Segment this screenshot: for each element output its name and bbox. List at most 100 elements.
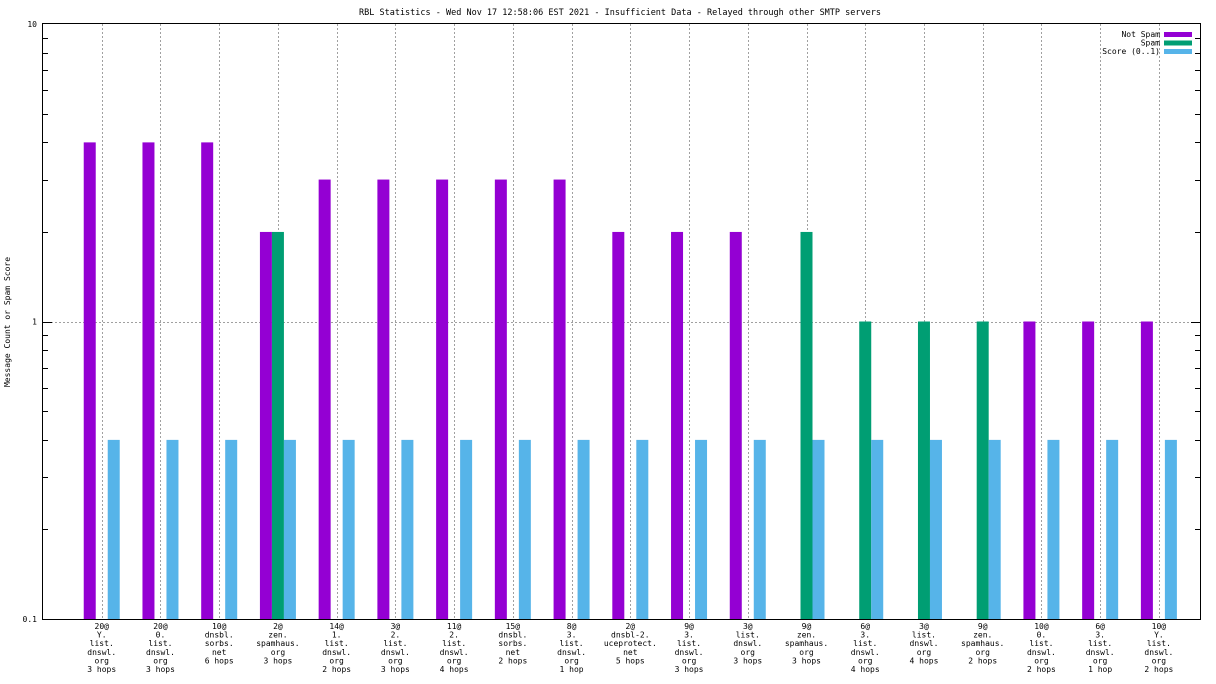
bar bbox=[612, 231, 625, 619]
legend-label: Score (0..1) bbox=[1102, 47, 1160, 56]
x-tick-label: 9@ zen. spamhaus. org 3 hops bbox=[785, 622, 828, 665]
x-tick-label-line: org bbox=[975, 648, 990, 657]
x-tick-label-line: 6 hops bbox=[205, 656, 234, 665]
bar bbox=[83, 142, 96, 619]
x-tick-label-line: list. bbox=[560, 639, 584, 648]
x-tick-label-line: dnsbl-2. bbox=[611, 631, 650, 640]
x-tick-label-line: 3. bbox=[684, 631, 694, 640]
x-tick-label-line: list. bbox=[325, 639, 349, 648]
axis-ticks bbox=[43, 38, 1200, 620]
x-tick-label-line: list. bbox=[383, 639, 407, 648]
x-tick-label-line: dnswl. bbox=[675, 648, 704, 657]
x-tick-label-line: 0. bbox=[1037, 631, 1047, 640]
x-tick-label-line: Y. bbox=[97, 631, 107, 640]
legend-swatch bbox=[1164, 40, 1192, 46]
x-tick-label-line: org bbox=[271, 648, 286, 657]
bar bbox=[871, 439, 884, 619]
bar bbox=[283, 439, 296, 619]
x-tick-label-line: Y. bbox=[1154, 631, 1164, 640]
x-tick-label-line: 8@ bbox=[567, 622, 577, 631]
bar bbox=[976, 321, 989, 619]
x-tick-label-line: dnsbl. bbox=[205, 631, 234, 640]
x-tick-label-line: dnswl. bbox=[146, 648, 175, 657]
x-tick-label-line: org bbox=[741, 648, 756, 657]
x-tick-label-line: list. bbox=[736, 631, 760, 640]
x-tick-label-line: org bbox=[153, 656, 168, 665]
x-tick-label-line: list. bbox=[1088, 639, 1112, 648]
x-tick-label-line: 2. bbox=[391, 631, 401, 640]
bar bbox=[671, 231, 684, 619]
bar bbox=[812, 439, 825, 619]
x-tick-label-line: org bbox=[95, 656, 110, 665]
x-tick-label-line: list. bbox=[912, 631, 936, 640]
x-tick-label-line: 20@ bbox=[95, 622, 110, 631]
x-tick-label: 20@ 0. list. dnswl. org 3 hops bbox=[146, 622, 175, 674]
x-tick-label: 2@ dnsbl-2. uceprotect. net 5 hops bbox=[604, 622, 657, 665]
x-tick-label-line: net bbox=[506, 648, 521, 657]
x-tick-label-line: org bbox=[1152, 656, 1167, 665]
x-tick-label: 15@ dnsbl. sorbs. net 2 hops bbox=[498, 622, 527, 665]
bar bbox=[917, 321, 930, 619]
x-tick-label-line: spamhaus. bbox=[256, 639, 299, 648]
x-tick-label-line: 5 hops bbox=[616, 656, 645, 665]
plot-frame bbox=[42, 23, 1201, 620]
x-tick-label-line: org bbox=[799, 648, 814, 657]
x-tick-label-line: dnswl. bbox=[733, 639, 762, 648]
x-tick-label: 6@ 3. list. dnswl. org 4 hops bbox=[851, 622, 880, 674]
x-tick-label-line: 3. bbox=[860, 631, 870, 640]
bar bbox=[401, 439, 414, 619]
x-tick-label-line: org bbox=[329, 656, 344, 665]
x-tick-label-line: 3 hops bbox=[263, 656, 292, 665]
bar bbox=[859, 321, 872, 619]
bar bbox=[1140, 321, 1153, 619]
x-tick-label-line: dnswl. bbox=[440, 648, 469, 657]
x-tick-label-line: 10@ bbox=[212, 622, 227, 631]
x-tick-label-line: dnswl. bbox=[557, 648, 586, 657]
x-tick-label-line: 3 hops bbox=[381, 665, 410, 674]
x-tick-label: 14@ 1. list. dnswl. org 2 hops bbox=[322, 622, 351, 674]
x-tick-label-line: spamhaus. bbox=[785, 639, 828, 648]
bar bbox=[271, 231, 284, 619]
bar bbox=[460, 439, 473, 619]
x-tick-label-line: zen. bbox=[973, 631, 992, 640]
x-tick-label-line: dnswl. bbox=[1027, 648, 1056, 657]
legend-swatch bbox=[1164, 32, 1192, 37]
x-tick-label-line: 3. bbox=[1095, 631, 1105, 640]
x-tick-label-line: 2 hops bbox=[1027, 665, 1056, 674]
bar bbox=[107, 439, 120, 619]
x-tick-label-line: list. bbox=[1029, 639, 1053, 648]
x-tick-label-line: org bbox=[1093, 656, 1108, 665]
bars bbox=[83, 142, 1177, 619]
x-tick-label-line: 10@ bbox=[1034, 622, 1049, 631]
x-tick-label-line: sorbs. bbox=[498, 639, 527, 648]
bar bbox=[377, 179, 390, 619]
x-tick-label-line: 4 hops bbox=[851, 665, 880, 674]
x-tick-label: 6@ 3. list. dnswl. org 1 hop bbox=[1086, 622, 1115, 674]
bar bbox=[142, 142, 155, 619]
x-tick-label-line: dnswl. bbox=[1144, 648, 1173, 657]
x-tick-label-line: 11@ bbox=[447, 622, 462, 631]
bar bbox=[988, 439, 1001, 619]
x-tick-label-line: 3 hops bbox=[733, 656, 762, 665]
bar bbox=[553, 179, 566, 619]
x-tick-label-line: 3 hops bbox=[675, 665, 704, 674]
chart-title: RBL Statistics - Wed Nov 17 12:58:06 EST… bbox=[359, 8, 881, 18]
x-tick-label-line: org bbox=[682, 656, 697, 665]
x-tick-label-line: dnswl. bbox=[87, 648, 116, 657]
bar bbox=[577, 439, 590, 619]
y-tick-label: 0.1 bbox=[23, 615, 38, 624]
x-tick-label-line: list. bbox=[1147, 639, 1171, 648]
x-tick-label: 11@ 2. list. dnswl. org 4 hops bbox=[440, 622, 469, 674]
x-tick-label: 2@ zen. spamhaus. org 3 hops bbox=[256, 622, 299, 665]
x-tick-label-line: dnswl. bbox=[381, 648, 410, 657]
legend-swatch bbox=[1164, 49, 1192, 54]
x-tick-label-line: 2 hops bbox=[498, 656, 527, 665]
x-tick-label-line: org bbox=[564, 656, 579, 665]
y-axis-label: Message Count or Spam Score bbox=[3, 257, 12, 387]
x-tick-label-line: sorbs. bbox=[205, 639, 234, 648]
x-tick-label-line: org bbox=[917, 648, 932, 657]
bar bbox=[259, 231, 272, 619]
bar bbox=[1106, 439, 1119, 619]
x-tick-label-line: net bbox=[623, 648, 638, 657]
